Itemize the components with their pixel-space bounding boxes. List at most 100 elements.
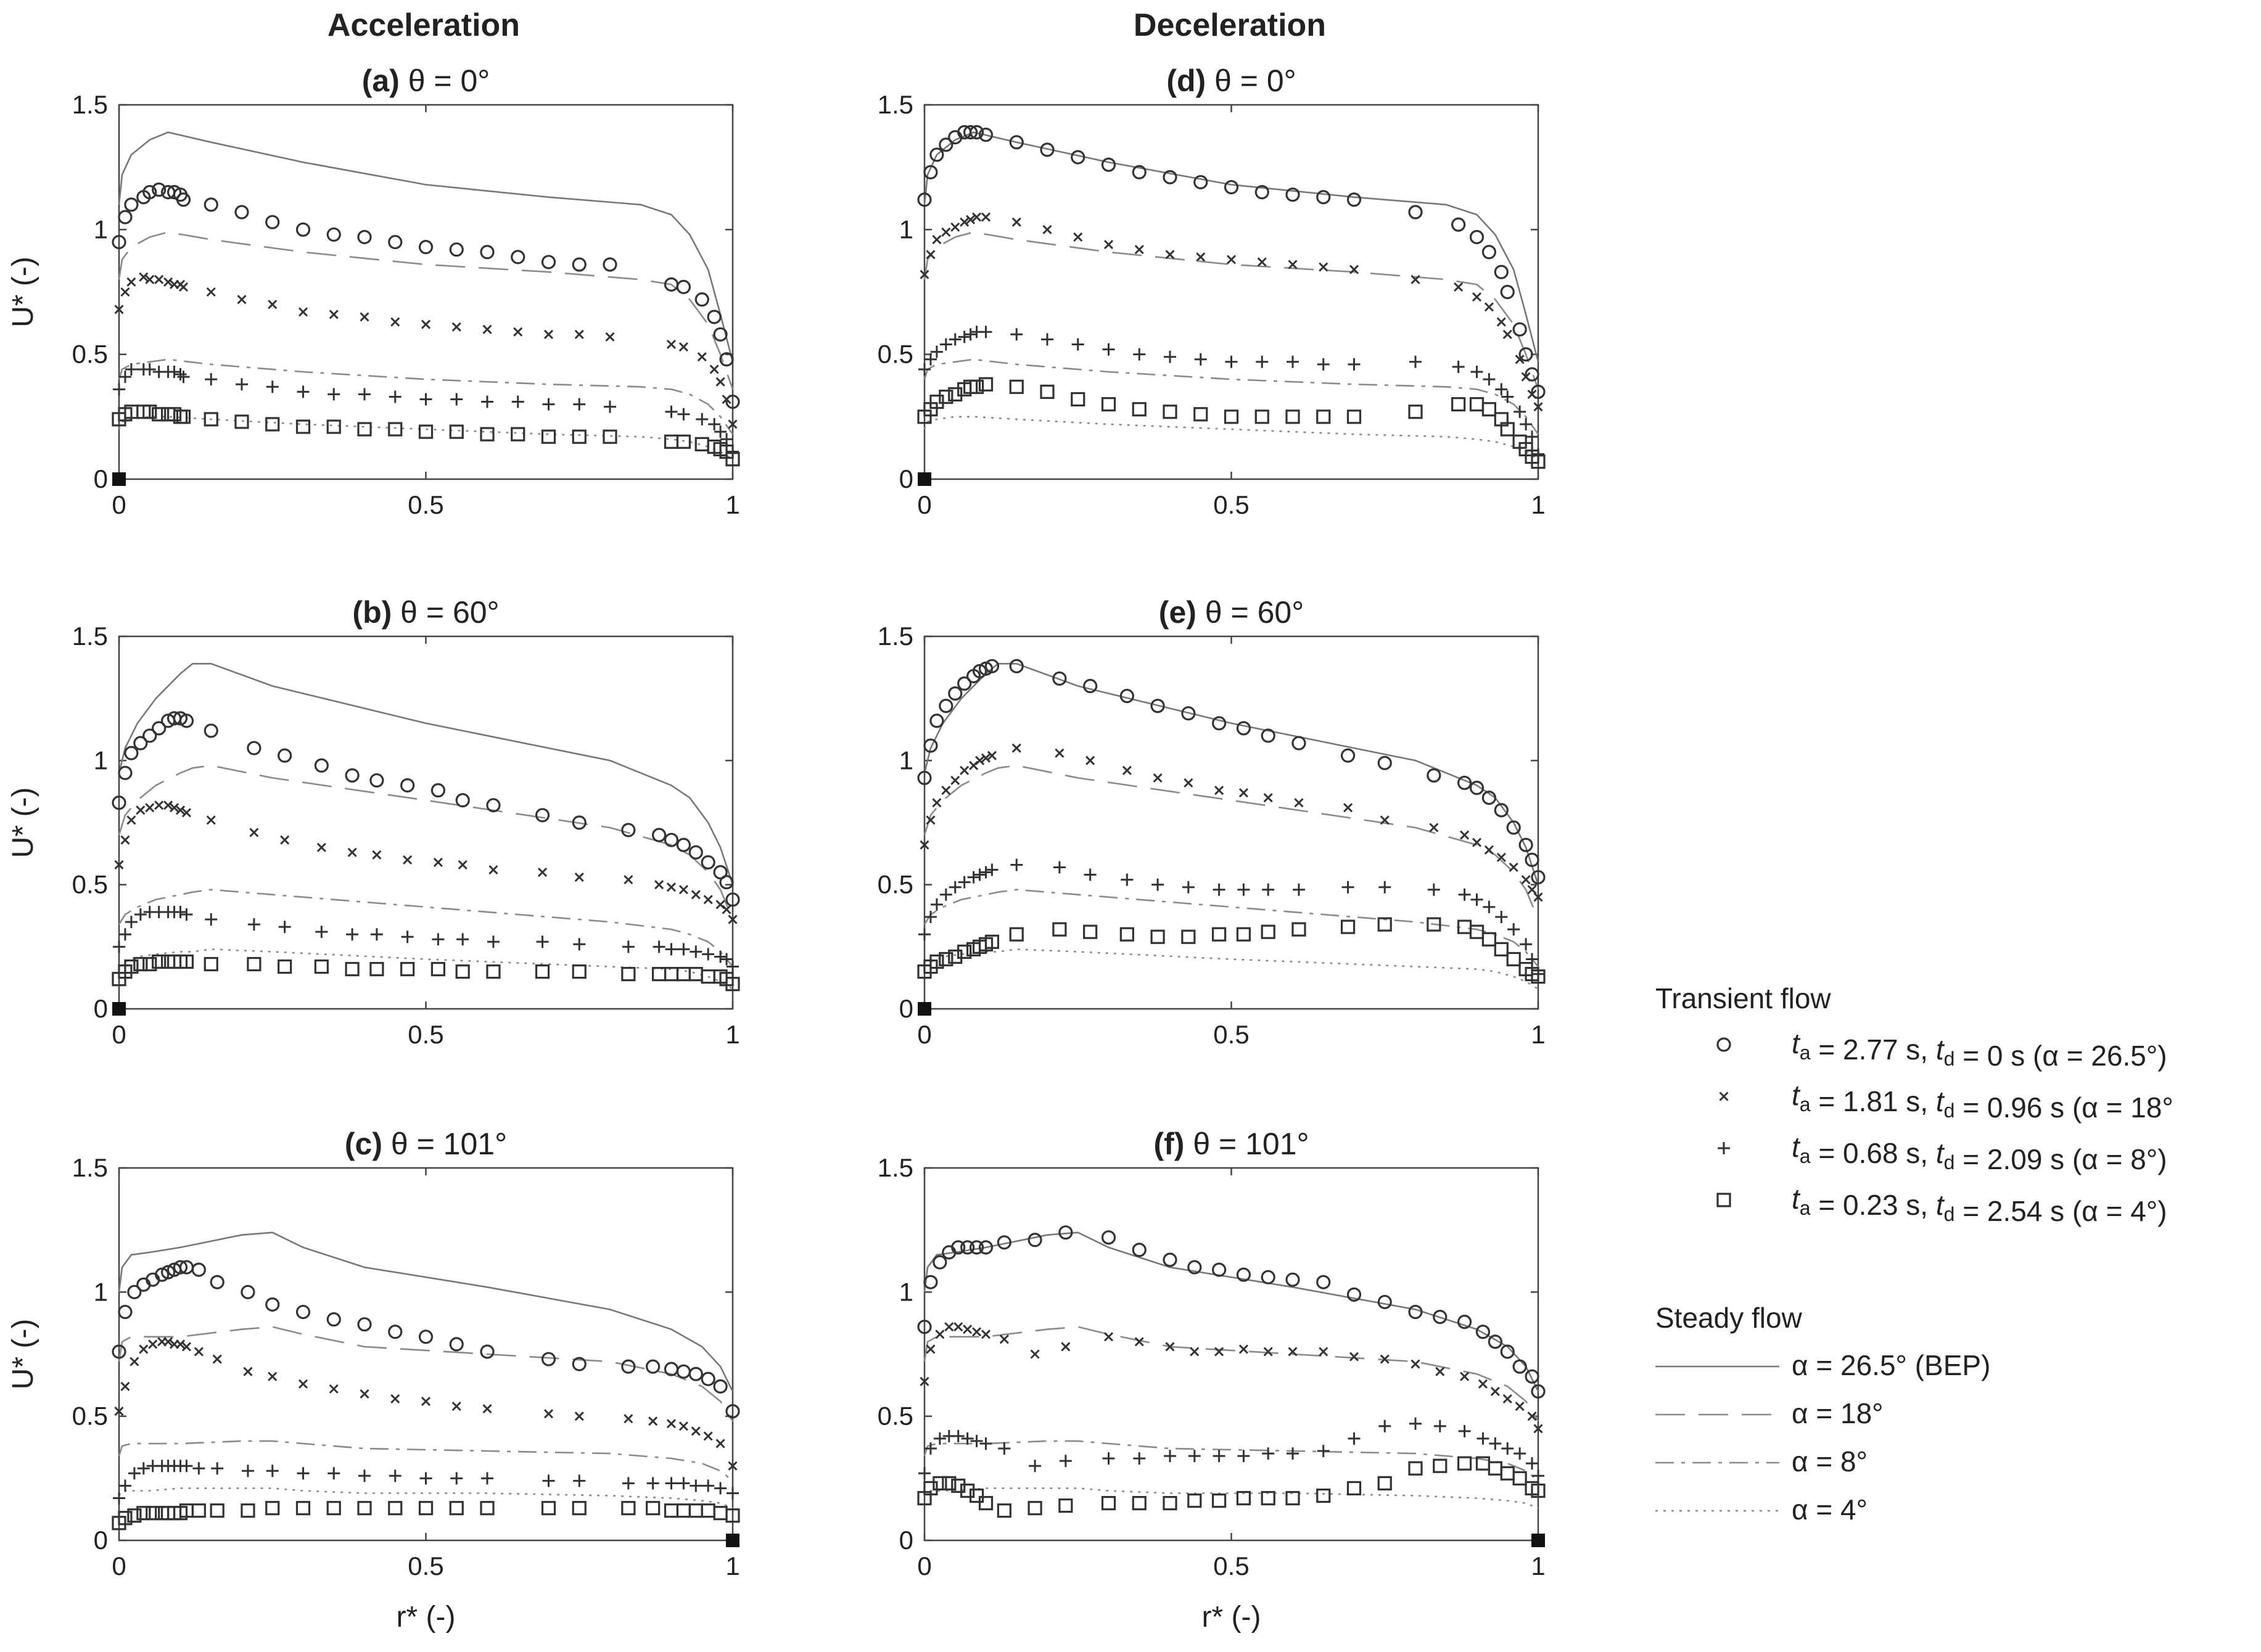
- panel-a-point-circle: [541, 255, 556, 269]
- panel-f-point-circle: [951, 1240, 966, 1255]
- panel-e-point-cross: [1294, 798, 1304, 808]
- panel-f-point-square: [1512, 1471, 1527, 1486]
- legend-label-dotted: α = 4°: [1792, 1494, 1868, 1526]
- panel-e-point-cross: [1263, 793, 1273, 803]
- panel-e-point-cross: [1380, 815, 1390, 825]
- panel-f-ytick-label: 1: [899, 1277, 913, 1306]
- panel-d-point-square: [1071, 392, 1085, 407]
- panel-f-point-square: [1163, 1496, 1177, 1511]
- panel-c-point-circle: [572, 1357, 587, 1371]
- panel-a-point-cross: [513, 327, 523, 337]
- panel-d-point-plus: [1317, 358, 1330, 371]
- panel-c-point-cross: [715, 1439, 725, 1449]
- panel-d-point-square: [1481, 402, 1496, 417]
- panel-c-point-cross: [728, 1461, 738, 1471]
- panel-f-point-cross: [1380, 1354, 1390, 1364]
- panel-b-point-circle: [118, 765, 133, 781]
- panel-a-ylabel: U* (-): [7, 257, 39, 327]
- panel-c-point-cross: [268, 1371, 278, 1381]
- panel-d-xtick-label: 1: [1531, 490, 1545, 519]
- panel-b-transient-square: [112, 954, 740, 992]
- panel-d-point-cross: [926, 250, 936, 260]
- panel-c-point-square: [418, 1501, 434, 1516]
- panel-a-point-cross: [178, 282, 189, 292]
- panel-c-point-plus: [542, 1474, 555, 1487]
- panel-e-point-circle: [948, 686, 963, 701]
- panel-c-ytick-label: 0: [94, 1526, 108, 1555]
- panel-a-point-circle: [480, 245, 495, 260]
- panel-a-point-circle: [357, 229, 372, 245]
- panel-e-point-circle: [1009, 659, 1024, 673]
- panel-e-point-plus: [1151, 878, 1164, 891]
- panel-f-point-cross: [981, 1329, 991, 1339]
- panel-e-point-circle: [1340, 748, 1356, 763]
- panel-b-point-plus: [134, 908, 147, 921]
- panel-e-transient-plus: [918, 858, 1544, 980]
- panel-e-point-circle: [1181, 706, 1196, 721]
- panel-b-point-square: [278, 959, 292, 974]
- column-title-deceleration: Deceleration: [1134, 7, 1326, 43]
- panel-b-point-square: [124, 959, 139, 974]
- panel-e-point-cross: [1496, 852, 1506, 862]
- panel-b-point-cross: [624, 875, 633, 885]
- legend-label-cross: ta = 1.81 s, td = 0.96 s (α = 18°: [1792, 1079, 2173, 1124]
- panel-f-point-cross: [1319, 1347, 1328, 1357]
- panel-f-xlabel: r* (-): [1202, 1601, 1261, 1634]
- panel-e-point-plus: [1458, 888, 1471, 901]
- panel-d-point-plus: [924, 353, 937, 366]
- panel-d-point-cross: [1011, 217, 1021, 227]
- legend-label-dashed: α = 18°: [1792, 1397, 1884, 1429]
- panel-b-point-cross: [403, 855, 413, 865]
- panel-b-point-cross: [574, 873, 584, 882]
- panel-c-point-cross: [703, 1431, 713, 1441]
- panel-d-point-square: [1101, 397, 1116, 412]
- panel-e-point-cross: [1085, 755, 1095, 765]
- panel-e-point-square: [929, 954, 944, 969]
- panel-d-point-circle: [1224, 179, 1239, 195]
- panel-c-point-circle: [449, 1337, 464, 1352]
- panel-d-point-plus: [1010, 328, 1023, 341]
- panel-e-filled-marker: [918, 1002, 931, 1016]
- panel-f-xtick-label: 0.5: [1213, 1551, 1249, 1580]
- panel-f-point-square: [978, 1496, 994, 1511]
- panel-b-point-circle: [204, 723, 218, 738]
- panel-d-point-circle: [1071, 150, 1085, 165]
- panel-e-point-square: [939, 951, 953, 967]
- panel-e-ytick-label: 1: [899, 746, 913, 775]
- panel-e-point-plus: [1182, 881, 1195, 894]
- panel-e-transient-circle: [917, 659, 1546, 885]
- panel-a-transient-square: [112, 405, 740, 467]
- panel-b-point-square: [455, 964, 470, 979]
- panel-a-point-cross: [390, 317, 400, 327]
- panel-c-point-cross: [114, 1407, 124, 1416]
- panel-e-point-plus: [1341, 881, 1354, 894]
- panel-d-point-square: [1500, 422, 1515, 437]
- panel-a-point-plus: [708, 417, 721, 430]
- panel-b-point-circle: [173, 711, 188, 726]
- panel-a-xtick-label: 0: [112, 490, 126, 519]
- legend-marker-circle: [1716, 1037, 1731, 1052]
- panel-e-point-square: [1377, 917, 1392, 932]
- panel-c-point-square: [265, 1501, 280, 1516]
- panel-c-point-cross: [194, 1347, 204, 1357]
- panel-a-point-plus: [714, 425, 727, 438]
- panel-f-point-cross: [935, 1329, 945, 1339]
- panel-d-point-cross: [1515, 355, 1525, 364]
- panel-e-point-circle: [1083, 678, 1098, 694]
- panel-d-point-cross: [1533, 402, 1543, 412]
- panel-d-point-cross: [960, 217, 970, 227]
- panel-e-point-circle: [972, 664, 987, 678]
- panel-a-point-square: [176, 409, 191, 424]
- panel-b-point-square: [572, 964, 587, 979]
- legend-marker-plus: [1718, 1142, 1730, 1154]
- panel-b-ytick-label: 1: [94, 746, 108, 775]
- panel-b-point-square: [486, 964, 501, 979]
- panel-c-point-circle: [265, 1297, 280, 1312]
- panel-d-title: (d) θ = 0°: [1166, 64, 1296, 98]
- panel-d-point-square: [1408, 405, 1423, 419]
- panel-f-transient-circle: [917, 1225, 1546, 1399]
- panel-a-point-square: [480, 427, 495, 442]
- panel-b-point-cross: [163, 800, 173, 810]
- panel-d-point-circle: [1040, 142, 1055, 157]
- panel-e-point-square: [1052, 922, 1067, 937]
